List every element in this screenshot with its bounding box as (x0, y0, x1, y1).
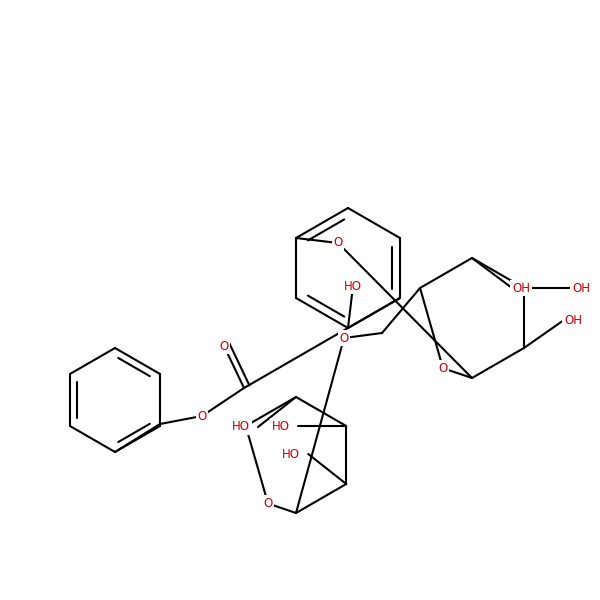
Text: OH: OH (572, 281, 590, 295)
Text: O: O (334, 236, 343, 250)
Text: O: O (220, 340, 229, 352)
Text: HO: HO (272, 419, 290, 433)
Text: HO: HO (232, 421, 250, 433)
Text: O: O (439, 362, 448, 375)
Text: OH: OH (512, 281, 530, 295)
Text: HO: HO (282, 448, 300, 461)
Text: O: O (197, 409, 206, 422)
Text: O: O (340, 331, 349, 344)
Text: OH: OH (564, 313, 582, 326)
Text: O: O (263, 497, 272, 510)
Text: HO: HO (344, 280, 362, 292)
